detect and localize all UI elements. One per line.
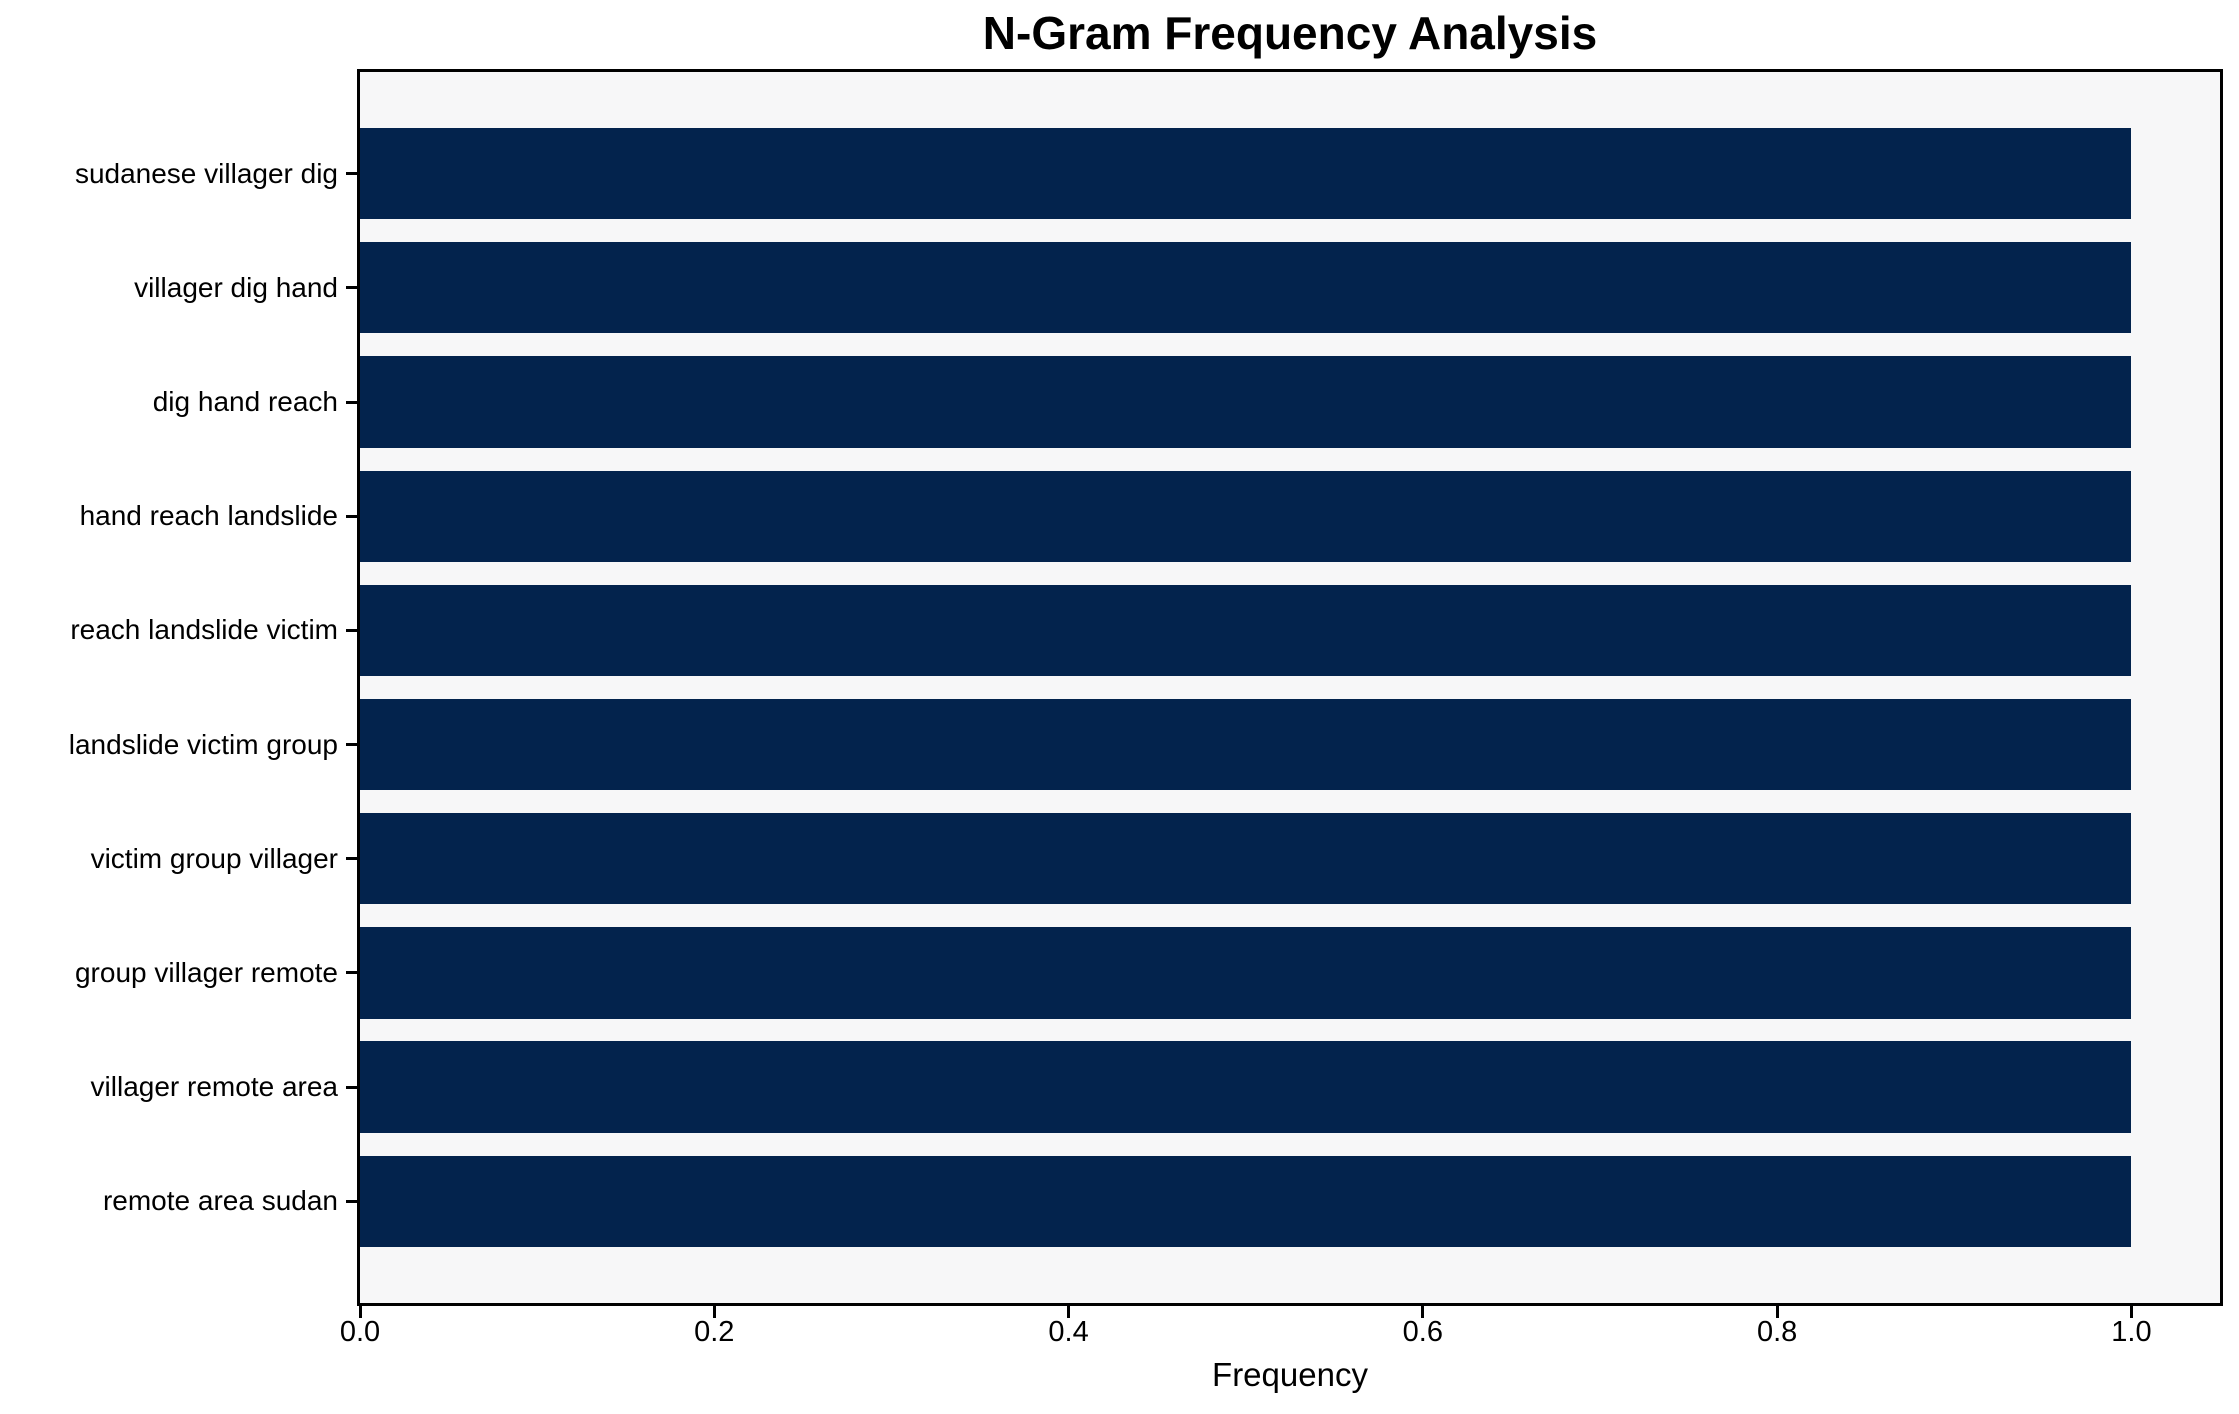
x-tick-label: 0.4	[1048, 1316, 1089, 1348]
x-tick-mark	[1775, 1306, 1779, 1318]
y-tick-mark	[346, 971, 357, 975]
bar	[360, 356, 2132, 448]
y-tick-label: hand reach landslide	[79, 500, 338, 532]
bar	[360, 242, 2132, 334]
chart-title: N-Gram Frequency Analysis	[982, 7, 1598, 59]
y-tick-label: victim group villager	[90, 842, 338, 874]
y-tick-label: villager dig hand	[134, 271, 338, 303]
bar	[360, 813, 2132, 905]
y-tick-mark	[346, 743, 357, 747]
x-tick-mark	[2129, 1306, 2133, 1318]
y-tick-label: villager remote area	[90, 1071, 338, 1103]
y-tick-label: sudanese villager dig	[74, 157, 338, 189]
bar	[360, 1155, 2132, 1248]
x-tick-label: 0.6	[1402, 1316, 1444, 1348]
x-tick-label: 0.2	[694, 1316, 735, 1348]
x-tick-mark	[358, 1306, 362, 1318]
y-tick-mark	[346, 400, 357, 404]
y-tick-mark	[346, 628, 357, 632]
y-tick-label: dig hand reach	[152, 386, 338, 418]
y-tick-mark	[346, 514, 357, 518]
x-tick-label: 0.8	[1756, 1316, 1798, 1348]
x-tick-label: 0.0	[339, 1316, 381, 1348]
y-tick-mark	[346, 172, 357, 176]
x-tick-label: 1.0	[2111, 1316, 2152, 1348]
x-tick-mark	[712, 1306, 716, 1318]
y-tick-label: remote area sudan	[102, 1185, 338, 1217]
y-tick-mark	[346, 286, 357, 290]
x-axis-label: Frequency	[1212, 1356, 1368, 1393]
x-tick-mark	[1421, 1306, 1425, 1318]
y-tick-label: reach landslide victim	[70, 614, 338, 646]
bar	[360, 1041, 2132, 1133]
y-tick-mark	[346, 857, 357, 861]
bar	[360, 927, 2132, 1019]
x-tick-mark	[1067, 1306, 1071, 1318]
bar	[360, 698, 2132, 791]
bar	[360, 584, 2132, 677]
bar	[360, 127, 2132, 220]
y-tick-label: landslide victim group	[68, 728, 338, 760]
bar	[360, 470, 2132, 562]
y-tick-mark	[346, 1199, 357, 1203]
y-tick-mark	[346, 1085, 357, 1089]
y-tick-label: group villager remote	[74, 956, 338, 988]
